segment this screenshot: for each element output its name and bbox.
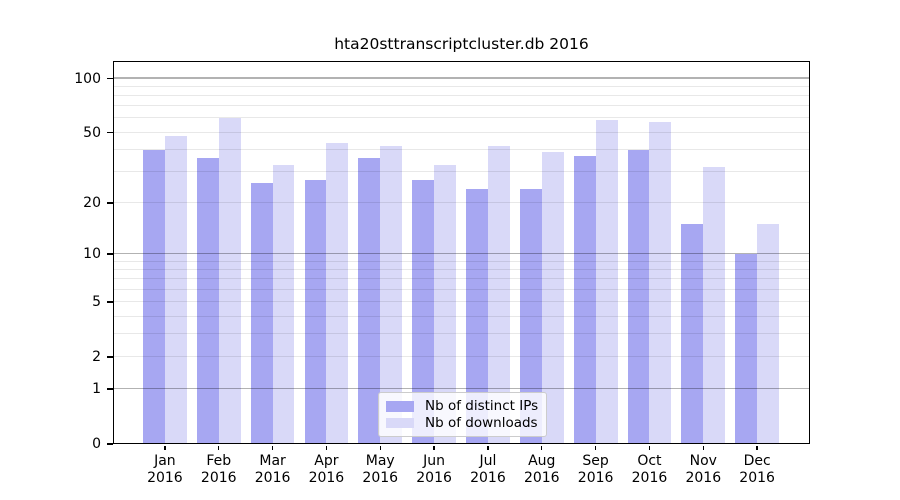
x-tick-label-dec: Dec 2016: [739, 453, 775, 486]
gridline-minor: [113, 117, 810, 119]
chart-title: hta20sttranscriptcluster.db 2016: [334, 35, 589, 53]
bar-apr-ips: [304, 180, 327, 444]
gridline-minor: [113, 148, 810, 150]
bar-aug-ips: [519, 189, 542, 444]
y-tick-mark: [107, 77, 113, 80]
x-tick-label-feb: Feb 2016: [200, 453, 237, 486]
y-tick-label: 0: [92, 436, 101, 452]
y-tick-label: 1: [92, 381, 101, 398]
y-tick-label: 5: [92, 294, 101, 311]
x-tick-mark: [325, 445, 328, 451]
x-tick-label-sep: Sep 2016: [577, 453, 614, 486]
gridline-minor: [113, 269, 810, 270]
bar-apr-downloads: [326, 142, 349, 444]
x-tick-mark: [487, 445, 489, 451]
gridline-minor: [113, 85, 810, 87]
x-tick-label-aug: Aug 2016: [523, 453, 560, 486]
gridline-minor: [113, 201, 810, 203]
bar-nov-downloads: [703, 167, 726, 444]
x-tick-mark: [433, 445, 435, 451]
bar-jun-ips: [412, 180, 435, 444]
bar-jan-downloads: [164, 135, 187, 444]
gridline-minor: [113, 288, 810, 290]
legend-label-distinct-ips: Nb of distinct IPs: [425, 398, 539, 415]
y-tick-mark: [107, 202, 113, 204]
gridline-minor: [113, 356, 810, 357]
y-tick-mark: [107, 301, 113, 303]
gridline-minor: [113, 278, 810, 280]
bar-feb-downloads: [218, 118, 241, 444]
x-tick-label-jun: Jun 2016: [416, 453, 452, 486]
legend-item-distinct-ips: Nb of distinct IPs: [386, 398, 538, 414]
x-tick-mark: [756, 445, 758, 451]
legend-swatch-distinct-ips: [386, 401, 414, 412]
bar-sep-ips: [573, 155, 596, 444]
y-tick-label: 20: [83, 194, 101, 211]
bar-jul-downloads: [487, 146, 510, 444]
gridline-minor: [113, 260, 810, 262]
x-tick-mark: [379, 445, 381, 451]
bar-jul-ips: [466, 189, 488, 444]
gridline-major: [113, 77, 810, 79]
legend-item-downloads: Nb of downloads: [386, 415, 538, 431]
legend-swatch-downloads: [386, 417, 414, 428]
bar-dec-downloads: [757, 224, 780, 444]
gridline-major: [113, 387, 810, 390]
plot-area: [113, 61, 810, 444]
bar-oct-ips: [627, 149, 650, 444]
x-tick-mark: [541, 445, 543, 451]
bars-layer: [113, 61, 810, 444]
x-tick-label-jan: Jan 2016: [147, 453, 183, 486]
bar-mar-downloads: [272, 164, 295, 444]
y-tick-label: 2: [92, 348, 101, 365]
gridline-minor: [113, 315, 810, 317]
bar-dec-ips: [735, 254, 758, 444]
legend: Nb of distinct IPs Nb of downloads: [378, 392, 547, 437]
y-tick-mark: [107, 356, 113, 358]
bar-jan-ips: [143, 149, 165, 444]
y-tick-mark: [107, 443, 113, 445]
bar-aug-downloads: [541, 151, 564, 444]
x-tick-label-oct: Oct 2016: [631, 453, 668, 486]
gridline-minor: [113, 131, 810, 133]
gridline-minor: [113, 95, 810, 96]
bar-nov-ips: [681, 224, 704, 444]
gridline-minor: [113, 105, 810, 107]
gridline-minor: [113, 301, 810, 303]
y-tick-mark: [107, 131, 113, 134]
gridline-major: [113, 252, 810, 255]
y-tick-mark: [107, 388, 113, 390]
gridline-minor: [113, 171, 810, 173]
legend-label-downloads: Nb of downloads: [425, 414, 538, 431]
gridlines-layer: [113, 61, 810, 444]
x-tick-mark: [164, 445, 166, 451]
bar-may-downloads: [380, 146, 403, 444]
bar-mar-ips: [250, 183, 273, 444]
x-tick-mark: [218, 445, 220, 451]
bar-may-ips: [358, 158, 381, 444]
x-tick-label-apr: Apr 2016: [308, 453, 345, 486]
bar-feb-ips: [196, 158, 219, 444]
x-tick-label-nov: Nov 2016: [685, 453, 722, 486]
x-tick-mark: [271, 445, 274, 451]
x-tick-mark: [594, 445, 597, 451]
gridline-minor: [113, 333, 810, 335]
x-tick-label-mar: Mar 2016: [254, 453, 291, 486]
bar-sep-downloads: [595, 119, 618, 444]
y-tick-mark: [107, 253, 113, 255]
x-tick-label-jul: Jul 2016: [470, 453, 506, 486]
bar-jun-downloads: [434, 164, 456, 444]
y-tick-label: 100: [74, 70, 101, 87]
bar-oct-downloads: [649, 122, 672, 444]
x-tick-mark: [702, 445, 704, 451]
y-tick-label: 50: [83, 124, 101, 141]
x-tick-mark: [648, 445, 651, 451]
x-tick-label-may: May 2016: [362, 453, 399, 486]
y-tick-label: 10: [83, 246, 101, 263]
